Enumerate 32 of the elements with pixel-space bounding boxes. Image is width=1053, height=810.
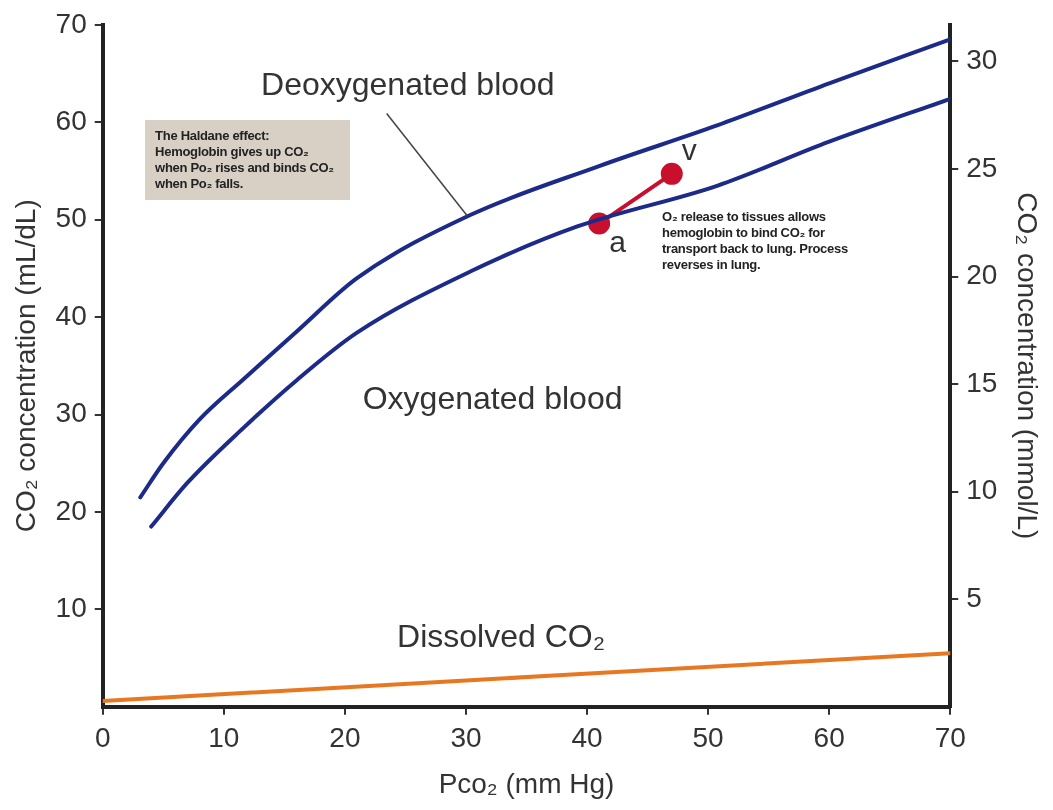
series-label: Dissolved CO₂	[397, 618, 606, 655]
y-tick-label: 50	[55, 202, 87, 234]
x-tick-label: 0	[94, 722, 111, 754]
y-tick-label: 70	[55, 7, 87, 39]
y-tick-label: 20	[55, 494, 87, 526]
x-axis-title: Pco₂ (mm Hg)	[438, 767, 615, 799]
y-tick-label: 30	[55, 397, 87, 429]
y-tick-label: 60	[55, 104, 87, 136]
annotation: O₂ release to tissues allows hemoglobin to bind CO₂ for transport back to lung. Process reverses in lung.	[662, 208, 849, 273]
data-label: a	[609, 224, 627, 258]
y-axis-title: CO₂ concentration (mL/dL)	[9, 199, 41, 533]
y2-tick-label: 10	[966, 474, 998, 506]
x-tick-label: 10	[208, 722, 240, 754]
x-tick-label: 20	[329, 722, 361, 754]
x-tick-label: 60	[813, 722, 845, 754]
x-tick-label: 40	[571, 722, 603, 754]
y-tick-label: 40	[55, 299, 87, 331]
data-label: v	[681, 133, 697, 167]
y2-tick-label: 30	[966, 44, 998, 76]
x-tick-label: 50	[692, 722, 724, 754]
text: Deoxygenated blood	[261, 66, 555, 103]
y-tick-label: 10	[55, 592, 87, 624]
y2-tick-label: 20	[966, 259, 998, 291]
y2-axis-title: CO₂ concentration (mmol/L)	[1012, 192, 1044, 540]
line-series	[138, 37, 951, 500]
x-tick-label: 70	[934, 722, 966, 754]
y2-tick-label: 25	[966, 151, 998, 183]
y2-tick-label: 5	[966, 581, 982, 613]
y2-tick-label: 15	[966, 366, 998, 398]
x-tick-label: 30	[450, 722, 482, 754]
series-label: Oxygenated blood	[362, 379, 623, 416]
annotation: The Haldane effect: Hemoglobin gives up CO₂ when Po₂ rises and binds CO₂ when Po₂ falls.	[145, 120, 351, 201]
